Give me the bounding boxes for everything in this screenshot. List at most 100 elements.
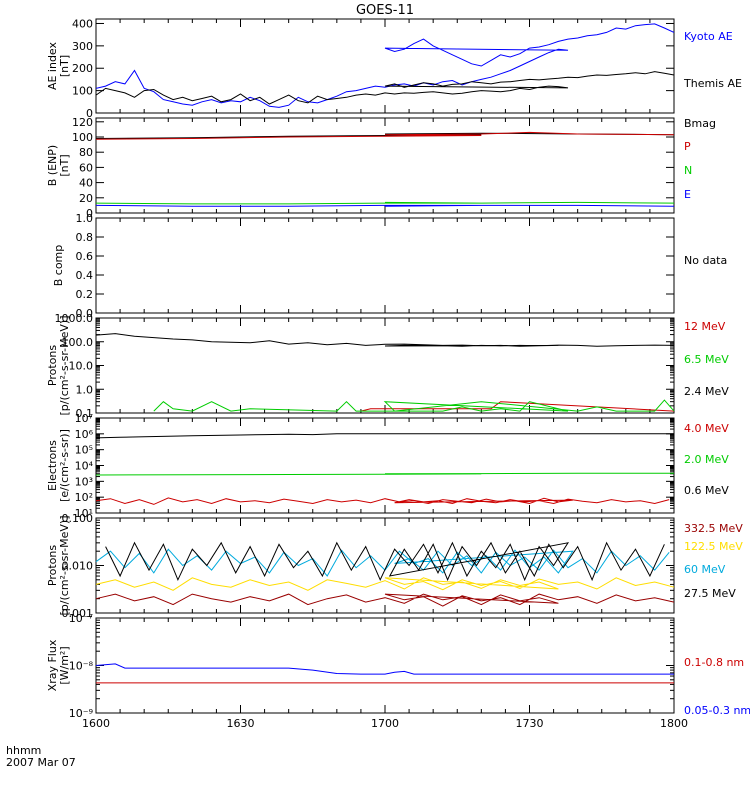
legend-label: No data (684, 254, 727, 267)
legend-label: 27.5 MeV (684, 587, 736, 600)
y-tick-label: 10.0 (69, 360, 94, 373)
panel-6: 0.001 0.010 0.100 Protons [p/(cm²-s-sr-MeV)]… (46, 512, 743, 620)
series-line-e (95, 204, 675, 207)
y-tick-label: 0.0 (76, 307, 94, 320)
y-tick-label: 0.8 (76, 231, 94, 244)
y-tick-label: 300 (72, 40, 93, 53)
x-tick-label: 1700 (371, 717, 399, 730)
y-tick-label: 1.0 (76, 383, 94, 396)
y-tick-label: 10⁶ (75, 428, 94, 441)
y-axis-label: AE index (46, 41, 59, 90)
series-line-332-5-mev (95, 593, 675, 607)
x-tick-label: 1630 (227, 717, 255, 730)
y-tick-label: 0.001 (62, 607, 94, 620)
y-axis-label: [nT] (58, 154, 71, 176)
series-line-p (95, 131, 675, 140)
legend-label: Kyoto AE (684, 30, 733, 43)
y-tick-label: 10⁴ (75, 460, 94, 473)
series-line-bmag (95, 132, 675, 139)
x-tick-label: 1800 (660, 717, 688, 730)
y-tick-label: 100.0 (62, 336, 94, 349)
series-line-6-5-mev (153, 399, 675, 412)
y-tick-label: 0.1 (76, 407, 94, 420)
y-axis-label: Protons (46, 345, 59, 386)
panel-7: 10⁻⁹ 10⁻⁸ 10⁻⁷ Xray Flux [W/m²] 0.1-0.8 nm 0.0… (46, 612, 750, 720)
y-tick-label: 10² (75, 491, 93, 504)
legend-label: 12 MeV (684, 320, 726, 333)
y-tick-label: 10⁵ (75, 444, 93, 457)
series-line-kyoto-ae (95, 23, 675, 108)
legend-label: 4.0 MeV (684, 422, 729, 435)
y-tick-label: 0 (86, 107, 93, 120)
y-tick-label: 0.2 (76, 288, 94, 301)
y-axis-label: B (ENP) (46, 145, 59, 186)
legend-label: 0.6 MeV (684, 484, 729, 497)
legend-label: Bmag (684, 117, 716, 130)
y-axis-label: B comp (52, 245, 65, 287)
legend-label: 0.05-0.3 nm (684, 704, 750, 717)
chart-title: GOES-11 (356, 3, 414, 18)
y-tick-label: 10⁻⁸ (69, 660, 94, 673)
legend-label: P (684, 140, 691, 153)
legend-label: 2.4 MeV (684, 385, 729, 398)
panel-frame (95, 217, 675, 314)
legend-label: 0.1-0.8 nm (684, 656, 744, 669)
series-line-2-0-mev (95, 472, 674, 476)
y-tick-label: 10¹ (75, 507, 93, 520)
y-tick-label: 1.0 (76, 212, 94, 225)
panel-1: 0 100 200 300 400 AE index [nT] Kyoto AE Themis … (46, 17, 742, 120)
series-line-2-4-mev (95, 333, 675, 347)
y-tick-label: 100 (72, 131, 93, 144)
y-tick-label: 0.4 (76, 269, 94, 282)
panel-frame (95, 117, 675, 214)
y-tick-label: 200 (72, 62, 93, 75)
series-line-4-0-mev (95, 497, 670, 505)
y-tick-label: 10⁷ (75, 412, 93, 425)
panel-2: 0 20 40 60 80 100 120 B (ENP) [nT] Bmag PNE (46, 116, 716, 220)
legend-label: 2.0 MeV (684, 453, 729, 466)
footer-date: 2007 Mar 07 (6, 756, 76, 769)
panel-frame (95, 18, 675, 114)
series-line-12-mev (360, 401, 675, 412)
y-axis-label: [nT] (58, 55, 71, 77)
series-line-60-mev (95, 548, 670, 577)
series-line-0-05-0-3-nm (95, 663, 674, 675)
legend-label: E (684, 188, 691, 201)
legend-label: 6.5 MeV (684, 353, 729, 366)
y-tick-label: 80 (79, 146, 93, 159)
y-axis-label: [e/(cm²-s-sr)] (58, 429, 71, 502)
panel-3: 0.0 0.2 0.4 0.6 0.8 1.0 B comp No data (52, 212, 727, 320)
y-tick-label: 0 (86, 207, 93, 220)
series-line-themis-ae (95, 71, 675, 105)
y-tick-label: 0.100 (62, 512, 94, 525)
y-tick-label: 120 (72, 116, 93, 129)
series-line-27-5-mev (105, 541, 665, 582)
legend-label: 60 MeV (684, 563, 726, 576)
x-tick-label: 1730 (516, 717, 544, 730)
y-tick-label: 20 (79, 192, 93, 205)
legend-label: 122.5 MeV (684, 540, 743, 553)
y-tick-label: 0.010 (62, 560, 94, 573)
panel-4: 0.1 1.0 10.0 100.0 1000.0 Protons [p/(cm²-s-sr… (46, 312, 729, 420)
panel-frame (95, 617, 675, 714)
y-tick-label: 400 (72, 17, 93, 30)
y-tick-label: 100 (72, 85, 93, 98)
legend-label: Themis AE (683, 77, 742, 90)
y-axis-label: [p/(cm²-s-sr-MeV)] (58, 516, 71, 616)
series-line-0-6-mev (95, 433, 674, 439)
y-tick-label: 10³ (75, 475, 93, 488)
legend-label: 332.5 MeV (684, 522, 743, 535)
y-tick-label: 1000.0 (55, 312, 94, 325)
footer-hhmm: hhmm (6, 744, 41, 757)
series-line-122-5-mev (95, 577, 675, 591)
y-axis-label: [p/(cm²-s-sr-MeV)] (58, 316, 71, 416)
legend-label: N (684, 164, 692, 177)
panel-frame (95, 317, 675, 414)
x-tick-label: 1600 (82, 717, 110, 730)
y-tick-label: 10⁻⁷ (69, 612, 93, 625)
y-axis-label: Protons (46, 545, 59, 586)
y-axis-label: [W/m²] (58, 646, 71, 684)
y-tick-label: 0.6 (76, 250, 94, 263)
y-tick-label: 40 (79, 177, 93, 190)
